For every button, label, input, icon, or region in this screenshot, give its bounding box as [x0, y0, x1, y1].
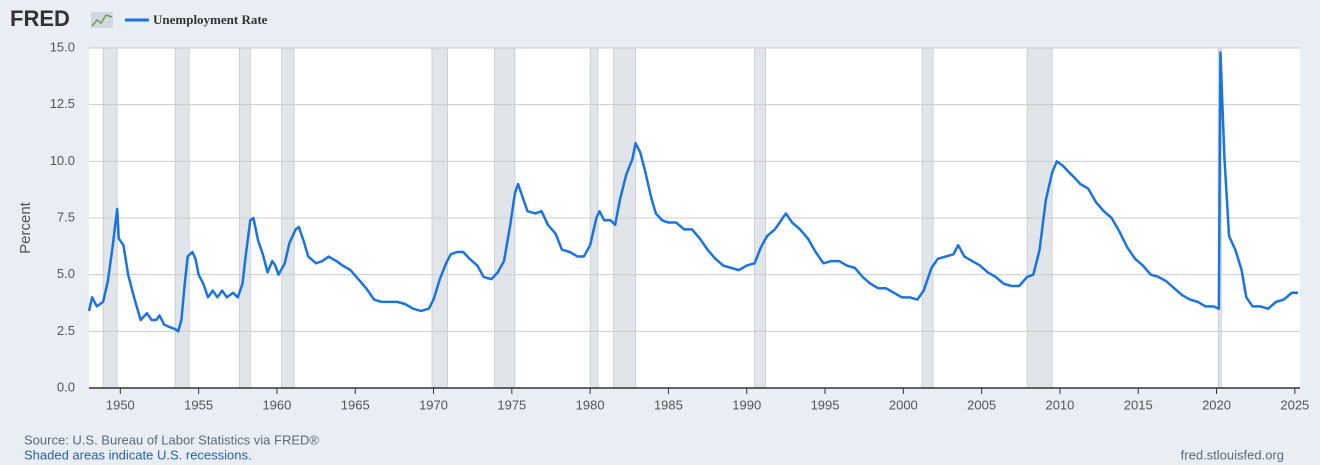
logo: FRED	[10, 6, 70, 31]
x-tick-label: 1995	[811, 397, 840, 412]
x-tick-label: 1990	[732, 397, 761, 412]
y-tick-label: 10.0	[50, 153, 75, 168]
x-tick-label: 1980	[576, 397, 605, 412]
series-line	[87, 51, 1298, 333]
x-tick-label: 1985	[654, 397, 683, 412]
y-axis-title: Percent	[17, 201, 34, 254]
x-tick-label: 2025	[1280, 397, 1309, 412]
source: Source: U.S. Bureau of Labor Statistics …	[24, 432, 319, 447]
url: fred.stlouisfed.org	[1181, 447, 1284, 462]
y-tick-label: 5.0	[57, 266, 75, 281]
y-tick-label: 0.0	[57, 379, 75, 394]
y-tick-label: 2.5	[57, 323, 75, 338]
x-tick-label: 2020	[1202, 397, 1231, 412]
x-tick-label: 2005	[967, 397, 996, 412]
y-tick-label: 7.5	[57, 209, 75, 224]
y-tick-label: 12.5	[50, 96, 75, 111]
logo-icon	[91, 12, 113, 28]
x-tick-label: 1975	[497, 397, 526, 412]
note: Shaded areas indicate U.S. recessions.	[24, 447, 252, 462]
x-tick-label: 1960	[262, 397, 291, 412]
x-tick-label: 2010	[1045, 397, 1074, 412]
x-tick-label: 2000	[889, 397, 918, 412]
x-tick-label: 1955	[184, 397, 213, 412]
x-tick-label: 1950	[106, 397, 135, 412]
x-tick-label: 2015	[1124, 397, 1153, 412]
x-tick-label: 1970	[419, 397, 448, 412]
x-tick-label: 1965	[341, 397, 370, 412]
legend-label: Unemployment Rate	[153, 12, 268, 27]
y-tick-label: 15.0	[50, 39, 75, 54]
